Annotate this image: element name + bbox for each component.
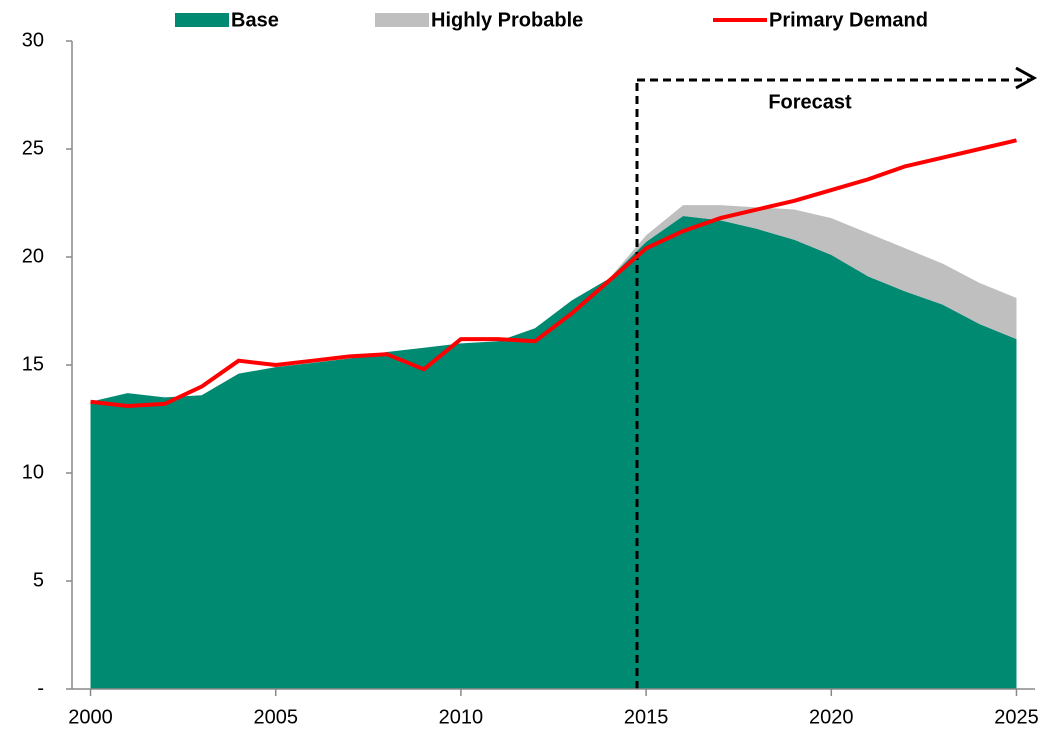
line [90,138,1017,409]
legend-swatch [175,13,229,27]
area [90,215,1017,689]
x-tick-label: 2020 [809,706,854,728]
y-tick-label: 25 [22,137,44,159]
x-tick-label: 2010 [439,706,484,728]
y-tick-label: 30 [22,29,44,51]
legend-label: Base [231,9,279,31]
arrow-head [1015,66,1038,90]
y-tick-label: 20 [22,245,44,267]
legend-label: Primary Demand [769,9,928,31]
y-tick-label: 5 [33,569,44,591]
annotation: Forecast [768,91,852,113]
x-tick-label: 2000 [68,706,113,728]
x-tick-label: 2005 [253,706,298,728]
y-tick-label: - [37,677,44,699]
y-tick-label: 15 [22,353,44,375]
legend-label: Highly Probable [431,9,583,31]
x-tick-label: 2015 [624,706,669,728]
y-tick-label: 10 [22,461,44,483]
x-tick-label: 2025 [994,706,1039,728]
legend-swatch [375,13,429,27]
